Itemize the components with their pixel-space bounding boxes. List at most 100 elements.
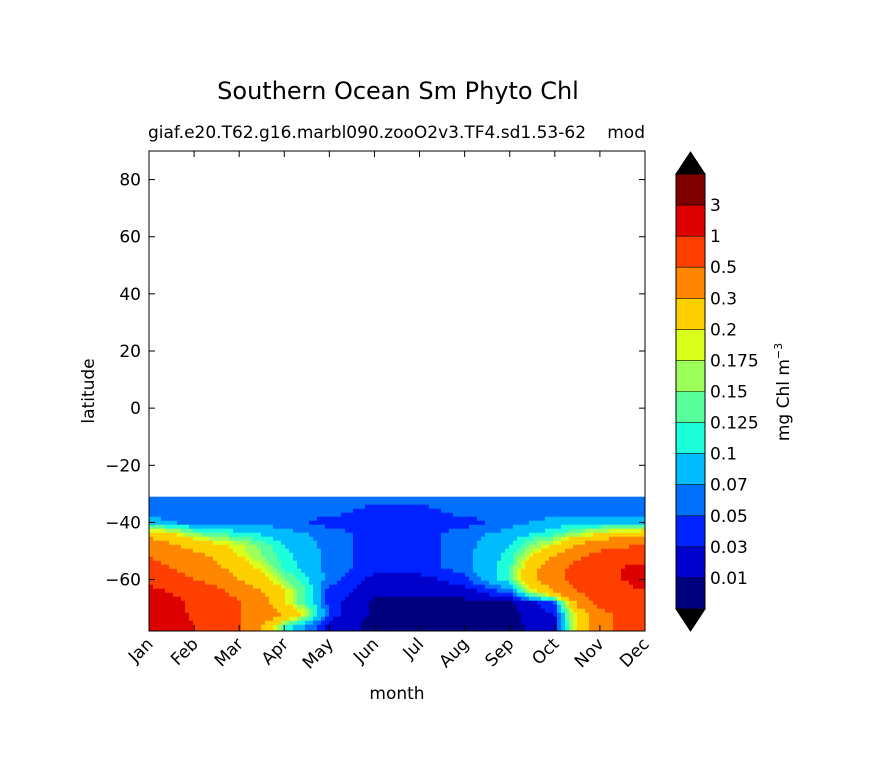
field-cell: [473, 516, 478, 522]
contour-field: [149, 496, 646, 632]
field-cell: [265, 600, 270, 606]
field-cell: [297, 608, 302, 614]
field-cell: [409, 624, 414, 630]
field-cell: [345, 628, 350, 632]
field-cell: [545, 560, 550, 566]
field-cell: [317, 552, 322, 558]
field-cell: [541, 500, 546, 506]
field-cell: [525, 576, 530, 582]
field-cell: [153, 628, 158, 632]
field-cell: [261, 548, 266, 554]
field-cell: [389, 524, 394, 530]
field-cell: [457, 592, 462, 598]
field-cell: [157, 604, 162, 610]
field-cell: [185, 520, 190, 526]
field-cell: [357, 552, 362, 558]
field-cell: [317, 596, 322, 602]
field-cell: [377, 500, 382, 506]
field-cell: [153, 540, 158, 546]
field-cell: [205, 580, 210, 586]
field-cell: [565, 532, 570, 538]
field-cell: [409, 576, 414, 582]
field-cell: [361, 524, 366, 530]
field-cell: [317, 556, 322, 562]
field-cell: [485, 572, 490, 578]
field-cell: [273, 572, 278, 578]
field-cell: [461, 568, 466, 574]
field-cell: [237, 512, 242, 518]
field-cell: [417, 520, 422, 526]
field-cell: [161, 508, 166, 514]
field-cell: [233, 572, 238, 578]
field-cell: [425, 596, 430, 602]
field-cell: [297, 540, 302, 546]
field-cell: [589, 508, 594, 514]
field-cell: [641, 604, 646, 610]
field-cell: [161, 612, 166, 618]
field-cell: [573, 580, 578, 586]
field-cell: [613, 532, 618, 538]
field-cell: [317, 500, 322, 506]
field-cell: [237, 532, 242, 538]
field-cell: [385, 524, 390, 530]
field-cell: [325, 600, 330, 606]
field-cell: [341, 620, 346, 626]
field-cell: [273, 604, 278, 610]
field-cell: [277, 552, 282, 558]
field-cell: [597, 540, 602, 546]
field-cell: [221, 540, 226, 546]
field-cell: [397, 516, 402, 522]
field-cell: [521, 588, 526, 594]
field-cell: [509, 580, 514, 586]
field-cell: [637, 524, 642, 530]
field-cell: [517, 612, 522, 618]
field-cell: [205, 544, 210, 550]
field-cell: [537, 624, 542, 630]
field-cell: [577, 532, 582, 538]
field-cell: [597, 500, 602, 506]
field-cell: [505, 556, 510, 562]
field-cell: [241, 592, 246, 598]
field-cell: [149, 564, 154, 570]
field-cell: [273, 560, 278, 566]
field-cell: [321, 540, 326, 546]
field-cell: [237, 544, 242, 550]
field-cell: [269, 576, 274, 582]
field-cell: [473, 504, 478, 510]
field-cell: [553, 596, 558, 602]
field-cell: [629, 556, 634, 562]
field-cell: [225, 556, 230, 562]
field-cell: [197, 564, 202, 570]
field-cell: [449, 596, 454, 602]
field-cell: [265, 544, 270, 550]
field-cell: [261, 560, 266, 566]
field-cell: [553, 620, 558, 626]
field-cell: [177, 616, 182, 622]
field-cell: [569, 564, 574, 570]
field-cell: [613, 544, 618, 550]
field-cell: [501, 616, 506, 622]
field-cell: [305, 576, 310, 582]
field-cell: [405, 600, 410, 606]
field-cell: [601, 580, 606, 586]
field-cell: [353, 496, 358, 502]
field-cell: [417, 552, 422, 558]
field-cell: [325, 508, 330, 514]
field-cell: [169, 608, 174, 614]
field-cell: [289, 524, 294, 530]
field-cell: [601, 544, 606, 550]
field-cell: [413, 500, 418, 506]
field-cell: [477, 584, 482, 590]
field-cell: [553, 604, 558, 610]
field-cell: [225, 608, 230, 614]
field-cell: [217, 592, 222, 598]
field-cell: [517, 544, 522, 550]
field-cell: [501, 576, 506, 582]
field-cell: [313, 628, 318, 632]
field-cell: [337, 600, 342, 606]
field-cell: [369, 600, 374, 606]
field-cell: [581, 516, 586, 522]
field-cell: [237, 528, 242, 534]
field-cell: [397, 520, 402, 526]
field-cell: [581, 496, 586, 502]
